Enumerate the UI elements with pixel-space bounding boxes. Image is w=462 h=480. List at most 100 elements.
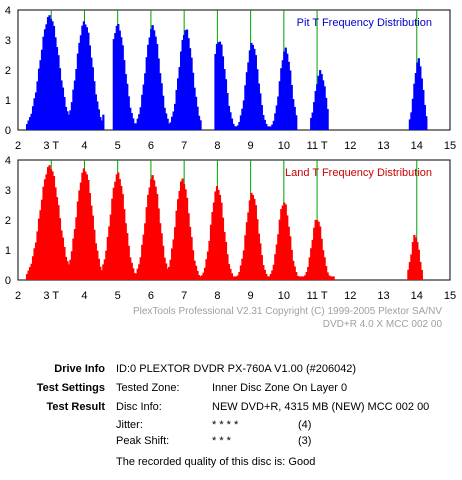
land-distribution-bar	[217, 189, 220, 280]
pit-distribution-bar	[217, 42, 220, 130]
pit-distribution-bar	[181, 39, 184, 130]
pit-distribution-bar	[171, 116, 174, 130]
land-distribution-bar	[226, 254, 229, 280]
land-distribution-bar	[190, 237, 193, 280]
land-distribution-bar	[55, 197, 59, 280]
pit-distribution-bar	[233, 126, 237, 130]
land-distribution-bar	[301, 276, 304, 280]
pit-distribution-bar	[142, 84, 145, 130]
land-distribution-bar	[108, 226, 111, 280]
pit-distribution-bar	[72, 89, 75, 130]
pit-distribution-bar	[46, 17, 50, 131]
land-distribution-bar	[139, 257, 142, 280]
pit-distribution-bar	[310, 117, 313, 130]
pit-distribution-bar	[311, 112, 314, 130]
pit-distribution-bar	[245, 72, 248, 130]
land-distribution-bar	[262, 264, 265, 280]
land-distribution-bar	[52, 176, 56, 280]
pit-distribution-bar	[175, 89, 178, 130]
land-distribution-bar	[90, 205, 93, 280]
pit-distribution-bar	[126, 83, 129, 130]
land-distribution-bar	[147, 194, 150, 280]
pit-distribution-bar	[239, 115, 243, 130]
pit-distribution-bar	[81, 25, 84, 131]
pit-distribution-bar	[227, 105, 231, 130]
land-distribution-bar	[259, 243, 262, 280]
pit-distribution-bar	[162, 95, 165, 130]
land-distribution-bar	[133, 273, 136, 280]
land-distribution-bar	[328, 275, 331, 280]
pit-distribution-bar	[174, 103, 177, 130]
pit-distribution-bar	[316, 84, 319, 130]
land-distribution-bar	[138, 264, 141, 280]
land-distribution-bar	[115, 174, 118, 280]
land-distribution-bar	[278, 219, 281, 280]
land-distribution-bar	[257, 233, 260, 280]
tested-zone-value: Inner Disc Zone On Layer 0	[212, 382, 348, 394]
land-distribution-bar	[211, 211, 214, 280]
land-distribution-bar	[118, 179, 121, 280]
land-distribution-bar	[292, 260, 295, 280]
pit-distribution-bar	[274, 113, 277, 130]
pit-distribution-bar	[172, 111, 175, 130]
land-distribution-bar	[272, 264, 275, 280]
pit-distribution-bar	[313, 102, 316, 130]
land-distribution-bar	[248, 200, 251, 280]
pit-distribution-bar	[52, 26, 56, 130]
pit-distribution-bar	[262, 114, 265, 130]
pit-distribution-bar	[114, 33, 117, 130]
pit-distribution-bar	[290, 84, 293, 130]
drive-info-value: ID:0 PLEXTOR DVDR PX-760A V1.00 (#206042…	[116, 363, 357, 375]
land-distribution-bar	[61, 237, 65, 280]
land-distribution-bar	[156, 194, 159, 280]
land-distribution-bar	[417, 249, 420, 280]
copyright-line-2: DVD+R 4.0 X MCC 002 00	[322, 319, 442, 330]
pit-distribution-bar	[144, 73, 147, 130]
pit-x-tick-label: 3 T	[43, 140, 59, 152]
pit-distribution-bar	[188, 48, 192, 131]
pit-distribution-bar	[151, 25, 154, 131]
land-distribution-bar	[223, 231, 226, 280]
land-distribution-bar	[220, 202, 223, 280]
pit-distribution-bar	[226, 93, 229, 130]
land-distribution-bar	[419, 261, 422, 280]
pit-distribution-bar	[91, 67, 94, 130]
land-distribution-bar	[157, 208, 160, 280]
land-distribution-bar	[160, 233, 163, 280]
pit-distribution-bar	[410, 112, 413, 130]
pit-distribution-bar	[238, 121, 241, 130]
land-distribution-bar	[242, 250, 246, 280]
land-distribution-bar	[325, 266, 328, 280]
pit-distribution-bar	[58, 68, 62, 130]
pit-distribution-bar	[253, 48, 256, 130]
pit-distribution-bar	[295, 115, 298, 130]
land-distribution-bar	[103, 259, 106, 280]
land-distribution-bar	[123, 209, 126, 280]
land-distribution-bar	[194, 265, 198, 280]
land-chart-title: Land T Frequency Distribution	[285, 167, 432, 179]
land-distribution-bar	[197, 275, 201, 280]
land-distribution-bar	[268, 276, 271, 280]
pit-x-tick-label: 7	[181, 140, 187, 152]
pit-x-tick-label: 6	[148, 140, 154, 152]
disc-info-label: Disc Info:	[116, 401, 162, 413]
pit-distribution-bar	[51, 21, 54, 131]
land-distribution-bar	[67, 264, 71, 280]
pit-distribution-bar	[115, 25, 118, 130]
land-distribution-bar	[196, 270, 199, 280]
pit-distribution-bar	[90, 57, 93, 130]
land-distribution-bar	[46, 167, 50, 280]
pit-distribution-bar	[34, 92, 38, 130]
pit-distribution-bar	[179, 51, 183, 130]
pit-distribution-bar	[191, 72, 195, 130]
land-x-tick-label: 8	[214, 290, 220, 302]
pit-distribution-bar	[250, 42, 253, 130]
land-distribution-bar	[166, 268, 169, 280]
land-distribution-bar	[199, 276, 202, 280]
jitter-label: Jitter:	[116, 419, 143, 431]
pit-distribution-bar	[96, 101, 99, 130]
pit-distribution-bar	[325, 97, 328, 130]
land-distribution-bar	[105, 250, 108, 280]
land-distribution-bar	[150, 179, 153, 280]
land-distribution-bar	[250, 192, 253, 280]
